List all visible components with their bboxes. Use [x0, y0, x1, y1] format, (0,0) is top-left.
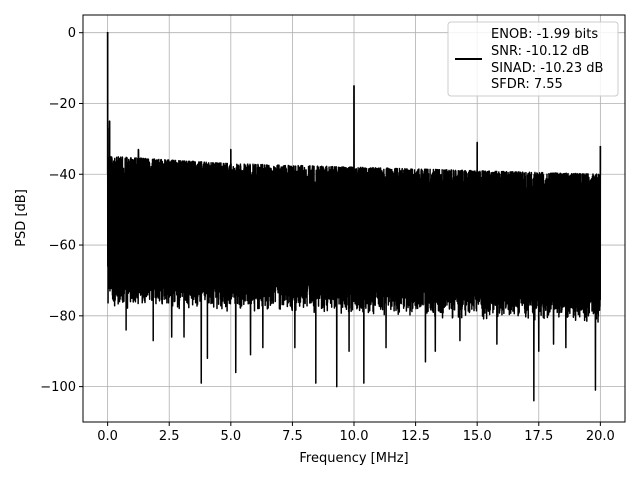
legend: ENOB: -1.99 bits SNR: -10.12 dB SINAD: -…	[447, 21, 619, 97]
psd-trace	[106, 31, 602, 402]
legend-line-enob: ENOB: -1.99 bits	[491, 27, 598, 42]
y-tick-label: 0	[68, 26, 76, 41]
x-tick-label: 15.0	[463, 429, 492, 444]
x-tick-label: 12.5	[401, 429, 430, 444]
x-tick-label: 10.0	[340, 429, 369, 444]
x-tick-label: 7.5	[282, 429, 303, 444]
legend-line-sinad: SINAD: -10.23 dB	[491, 61, 603, 76]
legend-line-snr: SNR: -10.12 dB	[491, 44, 589, 59]
x-axis-label: Frequency [MHz]	[299, 451, 408, 466]
legend-line-sfdr: SFDR: 7.55	[491, 77, 563, 92]
y-tick-label: −40	[49, 168, 76, 183]
y-tick-label: −60	[49, 239, 76, 254]
y-tick-label: −100	[40, 380, 76, 395]
y-axis-label: PSD [dB]	[14, 189, 29, 247]
y-tick-label: −20	[49, 97, 76, 112]
x-tick-label: 20.0	[586, 429, 615, 444]
y-tick-label: −80	[49, 309, 76, 324]
psd-series	[106, 31, 602, 402]
x-tick-label: 0.0	[97, 429, 118, 444]
legend-box	[447, 21, 619, 97]
axis-ticks: 0.0 2.5 5.0 7.5 10.0 12.5 15.0 17.5 20.0 0 −20 −40 −…	[40, 26, 615, 444]
x-tick-label: 5.0	[220, 429, 241, 444]
x-tick-label: 2.5	[159, 429, 180, 444]
x-tick-label: 17.5	[524, 429, 553, 444]
